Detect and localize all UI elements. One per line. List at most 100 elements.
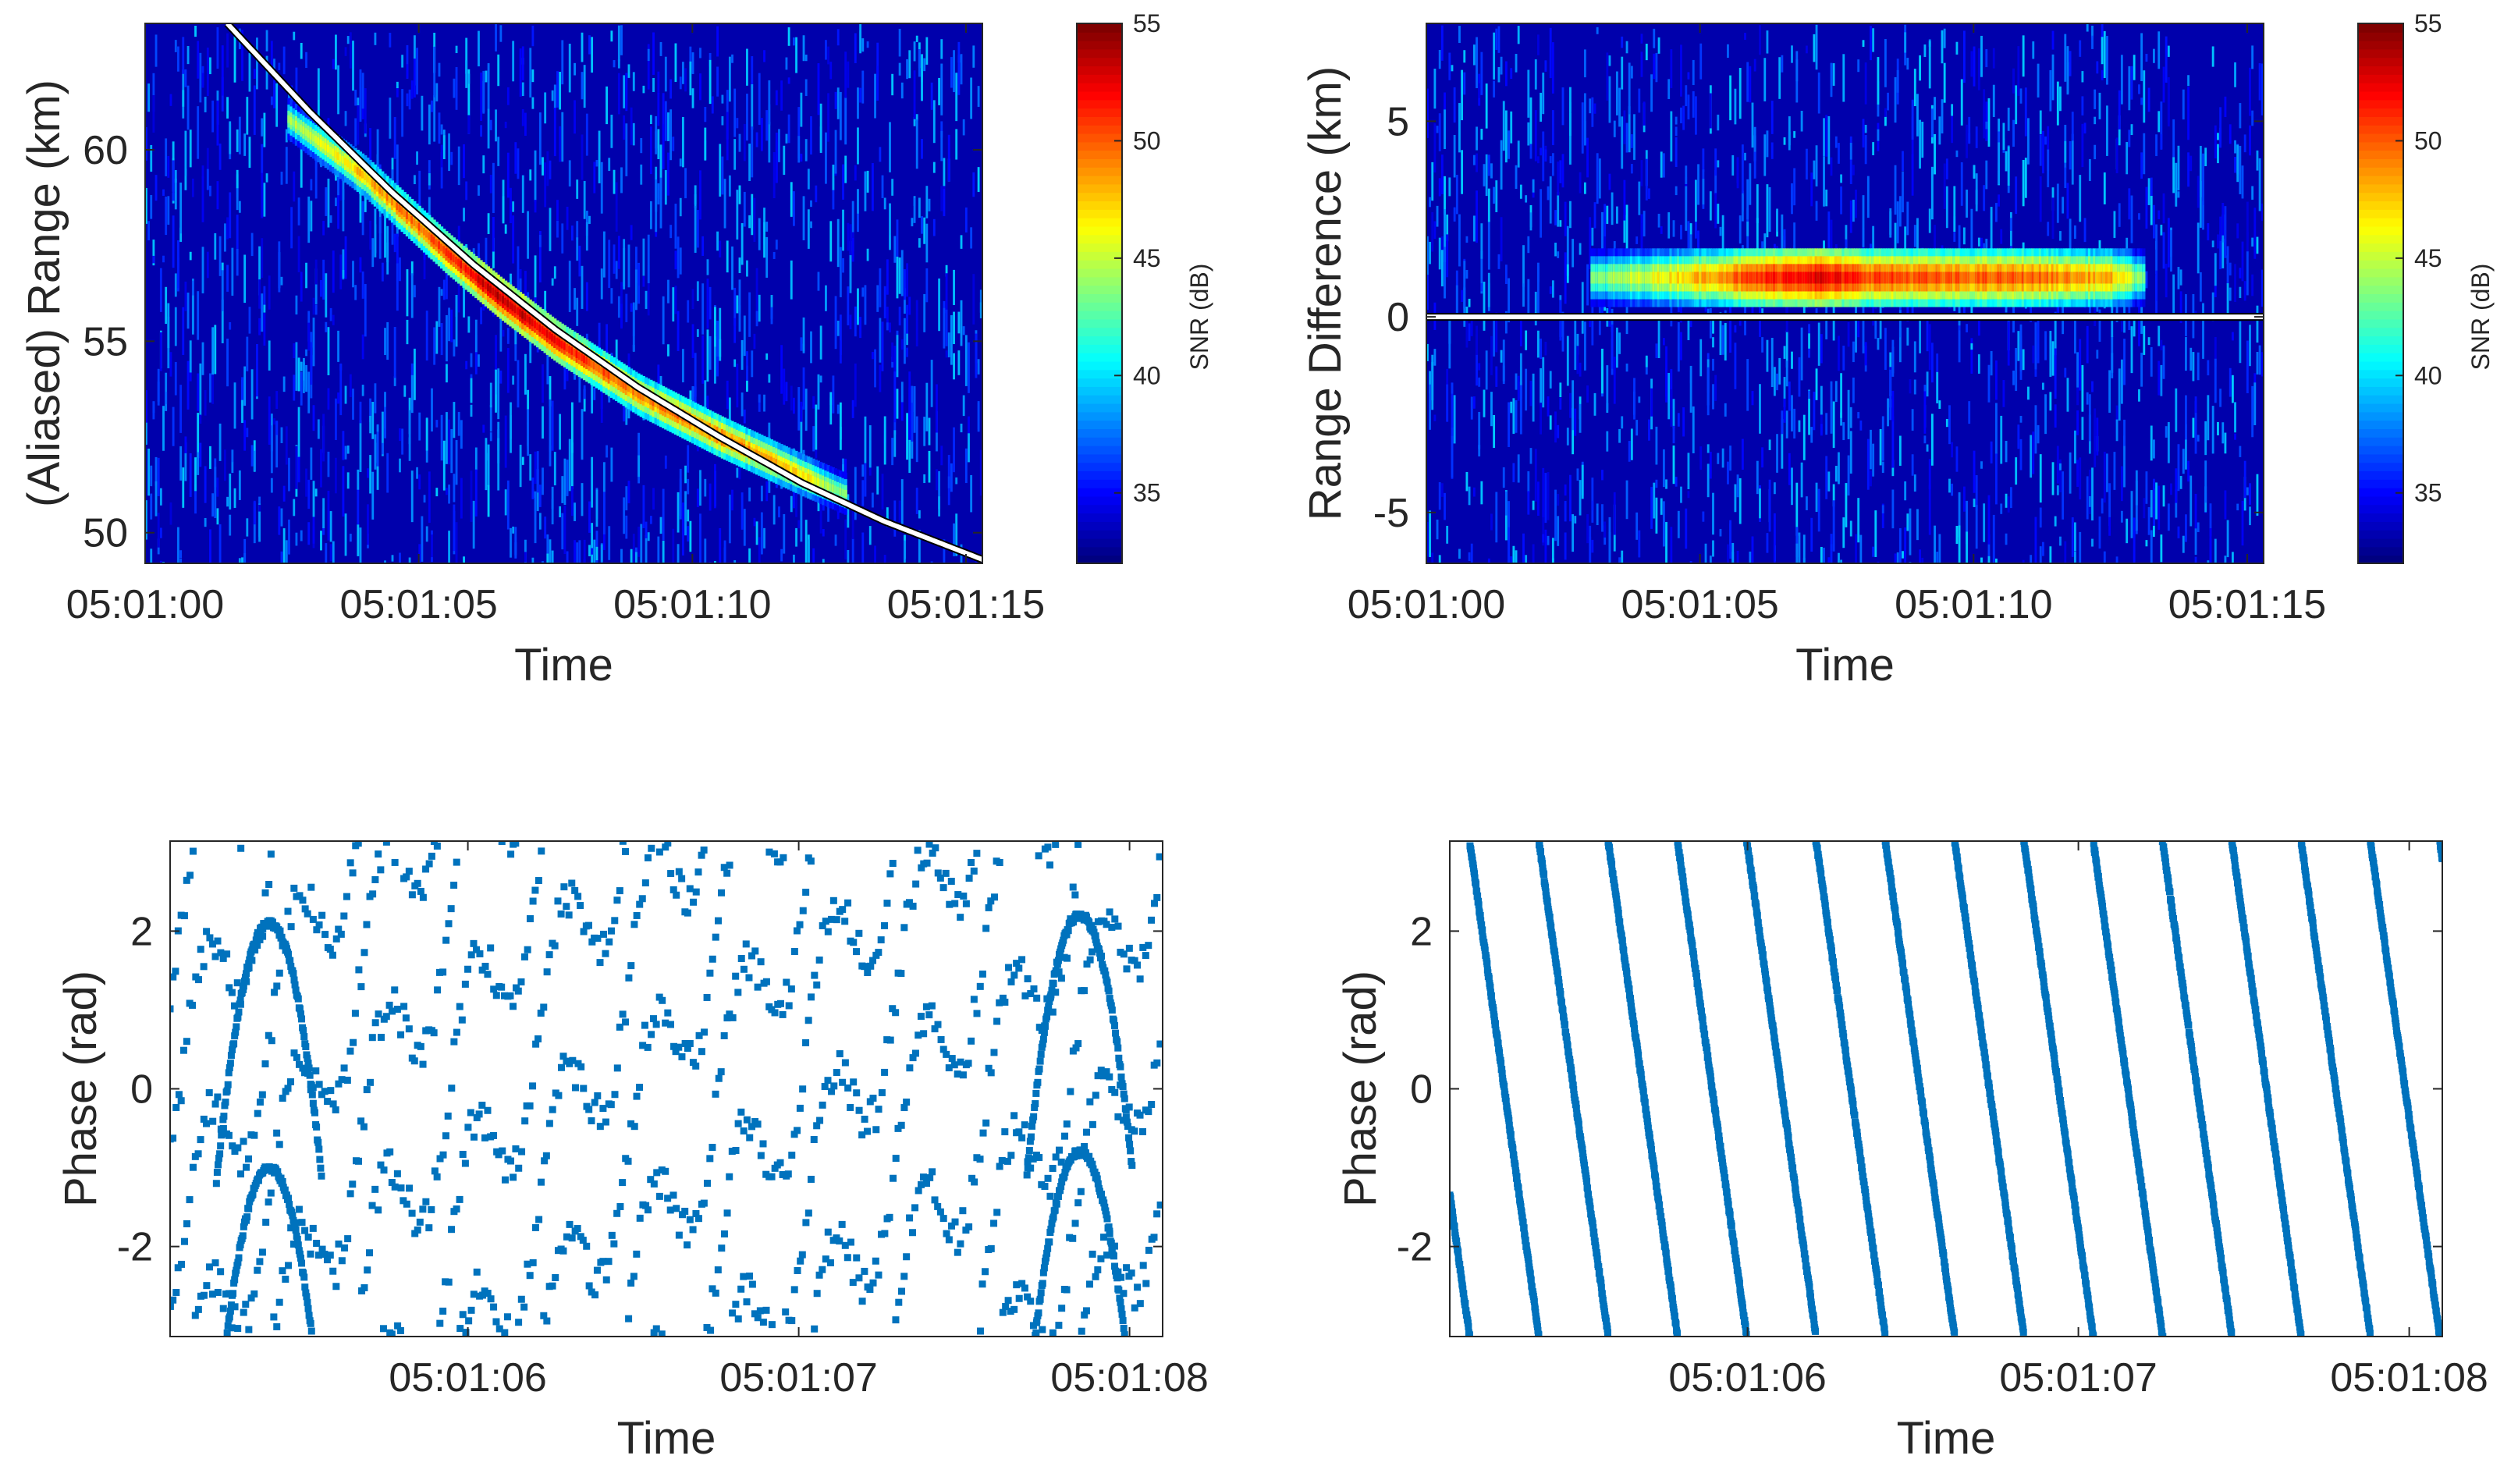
top-left-noise-cell [768,374,771,383]
top-right-noise-cell [1800,462,1803,498]
top-right-noise-cell [1719,226,1722,236]
top-left-noise-cell [851,201,854,252]
top-right-noise-cell [1446,384,1449,422]
top-right-noise-cell [1778,57,1781,99]
top-right-signal-cell [1839,272,1843,284]
top-right-noise-cell [1689,234,1692,253]
top-left-signal-cell [307,130,311,138]
top-right-noise-cell [1694,179,1697,222]
top-right-signal-cell [1795,272,1799,284]
top-right-noise-cell [1623,110,1626,144]
top-right-noise-cell [1660,225,1663,234]
top-left-noise-cell [595,160,598,167]
top-left-noise-cell [261,238,264,278]
top-left-noise-cell [455,66,458,110]
top-right-noise-cell [1761,447,1764,468]
top-left-noise-cell [854,33,857,63]
top-left-signal-cell [524,313,527,321]
top-right-noise-cell [2251,110,2254,126]
top-right-noise-cell [1738,478,1742,524]
top-left-noise-cell [962,395,965,417]
top-left-noise-cell [159,268,162,312]
top-right-noise-cell [2019,438,2023,470]
top-left-signal-cell [346,159,350,168]
top-right-noise-cell [1857,498,1860,543]
top-right-noise-cell [1778,357,1781,385]
top-right-noise-cell [2239,103,2242,129]
top-left-noise-cell [460,420,463,449]
top-left-noise-cell [800,491,803,542]
top-right-noise-cell [1938,116,1941,145]
top-left-noise-cell [795,527,797,547]
top-left-signal-cell [639,392,643,400]
top-right-noise-cell [1995,360,1998,400]
top-left-noise-cell [896,219,899,268]
top-left-noise-cell [775,132,778,183]
top-right-noise-cell [1966,190,1968,218]
top-left-noise-cell [819,103,822,153]
top-right-noise-cell [1625,41,1628,54]
top-right-noise-cell [1763,58,1767,101]
top-right-noise-cell [1444,492,1446,520]
top-left-noise-cell [524,552,527,563]
top-left-noise-cell [357,98,360,105]
top-right-noise-cell [1485,83,1488,129]
top-right-noise-cell [1564,500,1567,522]
top-right-noise-cell [1572,514,1575,552]
top-right-noise-cell [1672,425,1675,444]
top-right-noise-cell [2251,274,2254,296]
top-right-noise-cell [2261,352,2264,377]
top-left-noise-cell [728,56,731,102]
top-left-noise-cell [165,138,168,176]
top-right-noise-cell [2056,183,2059,223]
top-right-noise-cell [1532,500,1535,510]
top-right-noise-cell [1436,205,1439,227]
top-left-noise-cell [236,215,239,254]
top-right-noise-cell [1495,366,1498,387]
top-right-noise-cell [1825,456,1828,499]
top-right-noise-cell [2015,457,2018,485]
top-left-signal-cell [336,152,340,160]
top-right-noise-cell [1838,143,1840,164]
top-right-noise-cell [1502,339,1505,382]
top-right-noise-cell [1741,195,1744,212]
top-left-colorbar-segment [1077,23,1122,33]
top-right-signal-cell [1930,272,1934,284]
top-left-signal-cell [583,355,587,364]
top-right-noise-cell [1855,190,1857,218]
top-right-noise-cell [2145,540,2148,547]
top-right-noise-cell [1487,272,1490,307]
top-right-noise-cell [2094,116,2097,125]
top-left-noise-cell [728,175,731,197]
top-right-noise-cell [1640,160,1643,186]
top-right-noise-cell [1583,321,1586,371]
top-left-noise-cell [733,318,737,343]
top-right-noise-cell [1977,237,1980,247]
top-left-noise-cell [197,452,200,475]
top-right-noise-cell [2187,87,2190,140]
top-right-noise-cell [1966,324,1968,333]
top-left-noise-cell [256,37,258,90]
top-left-noise-cell [495,369,497,395]
top-right-noise-cell [1687,491,1690,499]
top-right-noise-cell [2079,339,2082,391]
top-left-signal-cell [782,462,786,470]
top-right-noise-cell [1682,407,1685,437]
top-right-noise-cell [2094,408,2097,437]
top-right-noise-cell [1702,511,1705,522]
top-left-noise-cell [854,467,857,520]
top-left-noise-cell [684,465,687,484]
top-left-noise-cell [229,514,232,536]
top-right-noise-cell [1591,500,1594,511]
top-right-noise-cell [1618,332,1621,354]
top-right-noise-cell [1995,203,1998,222]
top-left-noise-cell [556,71,559,108]
top-right-signal-cell [1950,272,1954,284]
top-right-noise-cell [2086,392,2089,405]
top-left-noise-cell [485,70,488,83]
top-left-colorbar-segment [1077,141,1122,151]
top-left-noise-cell [736,118,739,129]
top-left-signal-cell [649,396,653,405]
top-left-colorbar-segment [1077,133,1122,143]
top-left-noise-cell [908,371,911,421]
